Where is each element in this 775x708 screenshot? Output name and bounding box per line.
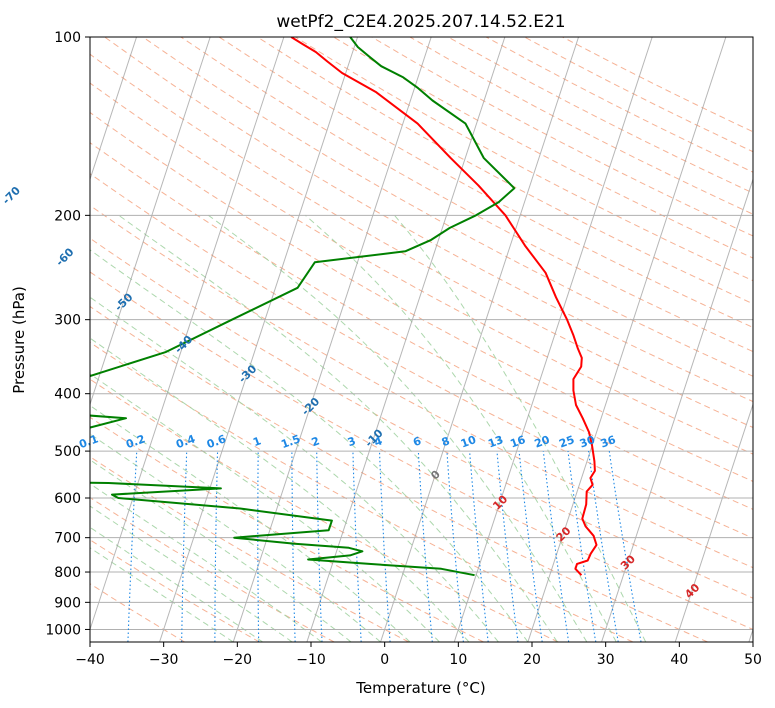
mixing-ratio-label: 1.5 bbox=[279, 432, 302, 451]
x-tick-label: 20 bbox=[523, 652, 541, 668]
x-tick-label: 40 bbox=[670, 652, 688, 668]
dry-adiabat bbox=[180, 37, 753, 353]
isotherm-line bbox=[90, 37, 211, 406]
y-tick-label: 600 bbox=[54, 491, 81, 507]
isotherm-line bbox=[159, 37, 359, 642]
dry-adiabat bbox=[90, 82, 753, 455]
mixing-ratio-line bbox=[446, 451, 464, 642]
mixing-ratio-label: 36 bbox=[599, 433, 618, 451]
axis-layer: −40 −30 −20 −10 0 10 20 30 40 5010020030040050060… bbox=[45, 30, 762, 668]
plot-frame bbox=[89, 36, 754, 643]
y-tick-label: 800 bbox=[54, 565, 81, 581]
mixing-ratio-label: 16 bbox=[508, 433, 527, 451]
mixing-ratio-line bbox=[469, 451, 489, 642]
x-tick-label: −10 bbox=[296, 652, 326, 668]
mixing-ratio-line bbox=[496, 451, 519, 642]
isotherm-line bbox=[601, 177, 753, 642]
y-tick-label: 400 bbox=[54, 387, 81, 403]
x-axis-label: Temperature (°C) bbox=[355, 679, 485, 697]
y-tick-label: 500 bbox=[54, 444, 81, 460]
dewpoint-profile bbox=[90, 37, 516, 577]
mixing-ratio-line bbox=[417, 451, 433, 642]
isotherm-line bbox=[674, 402, 753, 642]
mixing-ratio-line bbox=[587, 451, 619, 642]
mixing-ratio-label: 6 bbox=[411, 434, 423, 449]
mixing-ratio-label: 0.4 bbox=[174, 432, 197, 451]
isotherm-line bbox=[90, 37, 138, 181]
moist-adiabat bbox=[90, 483, 322, 642]
moist-adiabat bbox=[90, 505, 293, 642]
dry-adiabat bbox=[90, 378, 559, 642]
y-tick-label: 300 bbox=[54, 313, 81, 329]
dry-adiabat bbox=[90, 583, 185, 642]
mixing-ratio-label: 25 bbox=[557, 433, 576, 450]
moist-adiabat bbox=[90, 296, 499, 642]
moist-adiabat bbox=[394, 214, 647, 642]
isotherm-line bbox=[90, 37, 285, 632]
moist-adiabat bbox=[208, 214, 588, 642]
y-tick-label: 100 bbox=[54, 30, 81, 46]
dry-adiabat bbox=[90, 173, 753, 539]
dry-adiabat bbox=[90, 539, 260, 642]
isotherm-line bbox=[306, 37, 506, 642]
moist-adiabat bbox=[118, 214, 558, 642]
mixing-ratio-label: 30 bbox=[578, 433, 597, 451]
dry-adiabat bbox=[90, 271, 753, 630]
dry-adiabat bbox=[90, 111, 753, 482]
mixing-ratio-label: 4 bbox=[372, 434, 384, 449]
curve-layer bbox=[90, 37, 598, 577]
mixing-ratio-label: 2 bbox=[310, 434, 322, 449]
mixing-ratio-label: 0.6 bbox=[205, 432, 228, 451]
dry-adiabat bbox=[90, 237, 753, 599]
x-tick-label: −40 bbox=[75, 652, 105, 668]
mixing-ratio-label: 20 bbox=[533, 433, 552, 451]
isotherm-line bbox=[453, 37, 653, 642]
x-tick-label: −30 bbox=[149, 652, 179, 668]
dry-adiabat bbox=[90, 305, 708, 642]
x-tick-label: 30 bbox=[597, 652, 615, 668]
moist-adiabat bbox=[90, 337, 470, 642]
y-tick-label: 700 bbox=[54, 531, 81, 547]
mixing-ratio-line bbox=[567, 451, 597, 642]
plot-area bbox=[90, 37, 753, 642]
mixing-ratio-label: 0.1 bbox=[77, 432, 100, 451]
x-tick-label: 50 bbox=[744, 652, 762, 668]
y-tick-label: 200 bbox=[54, 208, 81, 224]
dry-adiabat bbox=[257, 37, 753, 305]
y-tick-label: 1000 bbox=[45, 622, 81, 638]
mixing-ratio-line bbox=[542, 451, 570, 642]
grid-layer bbox=[90, 37, 753, 642]
temperature-profile bbox=[290, 37, 598, 576]
moist-adiabat bbox=[90, 433, 381, 642]
isotherm-line bbox=[380, 37, 580, 642]
moist-adiabat bbox=[90, 373, 440, 642]
mixing-ratio-label: 0.2 bbox=[124, 432, 147, 451]
mixing-ratio-label: 8 bbox=[440, 434, 452, 449]
mixing-ratio-label: 13 bbox=[486, 433, 505, 450]
x-tick-label: 0 bbox=[380, 652, 389, 668]
x-tick-label: 10 bbox=[449, 652, 467, 668]
mixing-ratio-line bbox=[518, 451, 543, 642]
x-tick-label: −20 bbox=[223, 652, 253, 668]
dry-adiabat bbox=[142, 37, 753, 377]
chart-title: wetPf2_C2E4.2025.207.14.52.E21 bbox=[276, 12, 565, 32]
moist-adiabat bbox=[90, 249, 529, 642]
y-axis-label: Pressure (hPa) bbox=[10, 286, 28, 394]
dry-adiabat bbox=[90, 53, 753, 429]
moist-adiabat bbox=[90, 459, 352, 642]
moist-adiabat bbox=[304, 214, 617, 642]
dry-adiabat bbox=[90, 341, 634, 642]
mixing-ratio-label: 3 bbox=[346, 434, 358, 449]
mixing-ratio-label: 10 bbox=[459, 433, 478, 451]
mixing-ratio-label: 1 bbox=[251, 434, 263, 449]
isotherm-line bbox=[527, 37, 727, 642]
y-tick-label: 900 bbox=[54, 595, 81, 611]
